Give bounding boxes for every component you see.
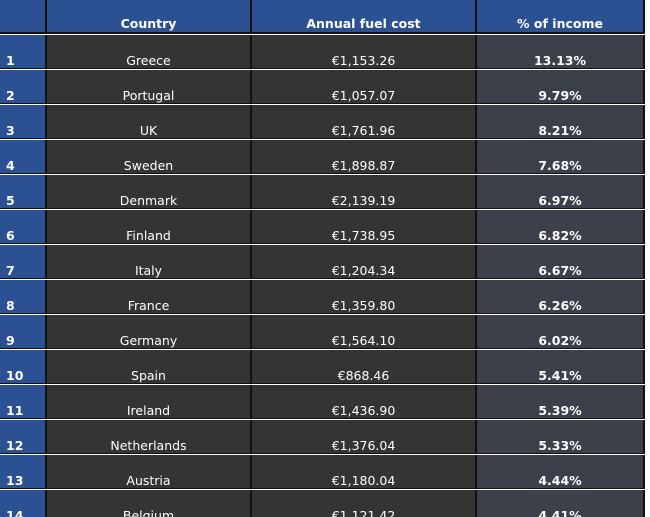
percent-cell: 5.33% <box>477 420 645 454</box>
rank-cell: 11 <box>0 385 47 419</box>
table-row: 3 UK €1,761.96 8.21% <box>0 105 645 140</box>
percent-cell: 4.41% <box>477 490 645 517</box>
rank-cell: 12 <box>0 420 47 454</box>
header-cell: Annual fuel cost <box>252 0 477 34</box>
percent-cell: 8.21% <box>477 105 645 139</box>
table-row: 7 Italy €1,204.34 6.67% <box>0 245 645 280</box>
rank-cell: 8 <box>0 280 47 314</box>
table-row: 5 Denmark €2,139.19 6.97% <box>0 175 645 210</box>
cost-cell: €1,121.42 <box>252 490 477 517</box>
country-cell: Germany <box>47 315 252 349</box>
cost-cell: €1,153.26 <box>252 35 477 69</box>
percent-cell: 5.41% <box>477 350 645 384</box>
country-cell: Denmark <box>47 175 252 209</box>
table-row: 6 Finland €1,738.95 6.82% <box>0 210 645 245</box>
rank-cell: 14 <box>0 490 47 517</box>
rank-cell: 9 <box>0 315 47 349</box>
table-row: 12 Netherlands €1,376.04 5.33% <box>0 420 645 455</box>
table-row: 1 Greece €1,153.26 13.13% <box>0 35 645 70</box>
table-row: 2 Portugal €1,057.07 9.79% <box>0 70 645 105</box>
country-cell: Belgium <box>47 490 252 517</box>
cost-cell: €1,564.10 <box>252 315 477 349</box>
percent-cell: 9.79% <box>477 70 645 104</box>
table-row: 11 Ireland €1,436.90 5.39% <box>0 385 645 420</box>
country-cell: Netherlands <box>47 420 252 454</box>
rank-cell: 2 <box>0 70 47 104</box>
header-cell: Country <box>47 0 252 34</box>
country-cell: Spain <box>47 350 252 384</box>
percent-cell: 6.02% <box>477 315 645 349</box>
country-cell: Finland <box>47 210 252 244</box>
rank-cell: 3 <box>0 105 47 139</box>
cost-cell: €1,738.95 <box>252 210 477 244</box>
rank-cell: 4 <box>0 140 47 174</box>
table-row: 14 Belgium €1,121.42 4.41% <box>0 490 645 517</box>
cost-cell: €1,761.96 <box>252 105 477 139</box>
header-cell <box>0 0 47 34</box>
table-row: 9 Germany €1,564.10 6.02% <box>0 315 645 350</box>
cost-cell: €1,376.04 <box>252 420 477 454</box>
table-row: 8 France €1,359.80 6.26% <box>0 280 645 315</box>
rank-cell: 5 <box>0 175 47 209</box>
country-cell: Greece <box>47 35 252 69</box>
percent-cell: 7.68% <box>477 140 645 174</box>
cost-cell: €1,436.90 <box>252 385 477 419</box>
country-cell: Portugal <box>47 70 252 104</box>
percent-cell: 6.82% <box>477 210 645 244</box>
country-cell: Ireland <box>47 385 252 419</box>
header-cell: % of income <box>477 0 645 34</box>
cost-cell: €1,180.04 <box>252 455 477 489</box>
percent-cell: 6.26% <box>477 280 645 314</box>
header-row: Country Annual fuel cost % of income <box>0 0 645 35</box>
rank-cell: 1 <box>0 35 47 69</box>
cost-cell: €1,057.07 <box>252 70 477 104</box>
percent-cell: 13.13% <box>477 35 645 69</box>
table-row: 13 Austria €1,180.04 4.44% <box>0 455 645 490</box>
percent-cell: 6.97% <box>477 175 645 209</box>
cost-cell: €1,359.80 <box>252 280 477 314</box>
rank-cell: 6 <box>0 210 47 244</box>
percent-cell: 4.44% <box>477 455 645 489</box>
country-cell: France <box>47 280 252 314</box>
cost-cell: €1,204.34 <box>252 245 477 279</box>
country-cell: Italy <box>47 245 252 279</box>
rank-cell: 7 <box>0 245 47 279</box>
table-row: 4 Sweden €1,898.87 7.68% <box>0 140 645 175</box>
percent-cell: 5.39% <box>477 385 645 419</box>
table-row: 10 Spain €868.46 5.41% <box>0 350 645 385</box>
percent-cell: 6.67% <box>477 245 645 279</box>
country-cell: Austria <box>47 455 252 489</box>
rank-cell: 10 <box>0 350 47 384</box>
rank-cell: 13 <box>0 455 47 489</box>
cost-cell: €1,898.87 <box>252 140 477 174</box>
country-cell: UK <box>47 105 252 139</box>
cost-cell: €868.46 <box>252 350 477 384</box>
country-cell: Sweden <box>47 140 252 174</box>
cost-cell: €2,139.19 <box>252 175 477 209</box>
